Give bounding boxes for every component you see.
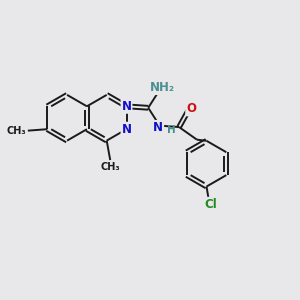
Text: N: N: [153, 121, 163, 134]
Text: N: N: [122, 100, 131, 113]
Text: CH₃: CH₃: [7, 126, 26, 136]
Text: NH₂: NH₂: [150, 81, 175, 94]
Text: O: O: [186, 102, 196, 116]
Text: CH₃: CH₃: [100, 161, 120, 172]
Text: Cl: Cl: [205, 198, 217, 211]
Text: N: N: [122, 123, 131, 136]
Text: H: H: [167, 125, 176, 135]
